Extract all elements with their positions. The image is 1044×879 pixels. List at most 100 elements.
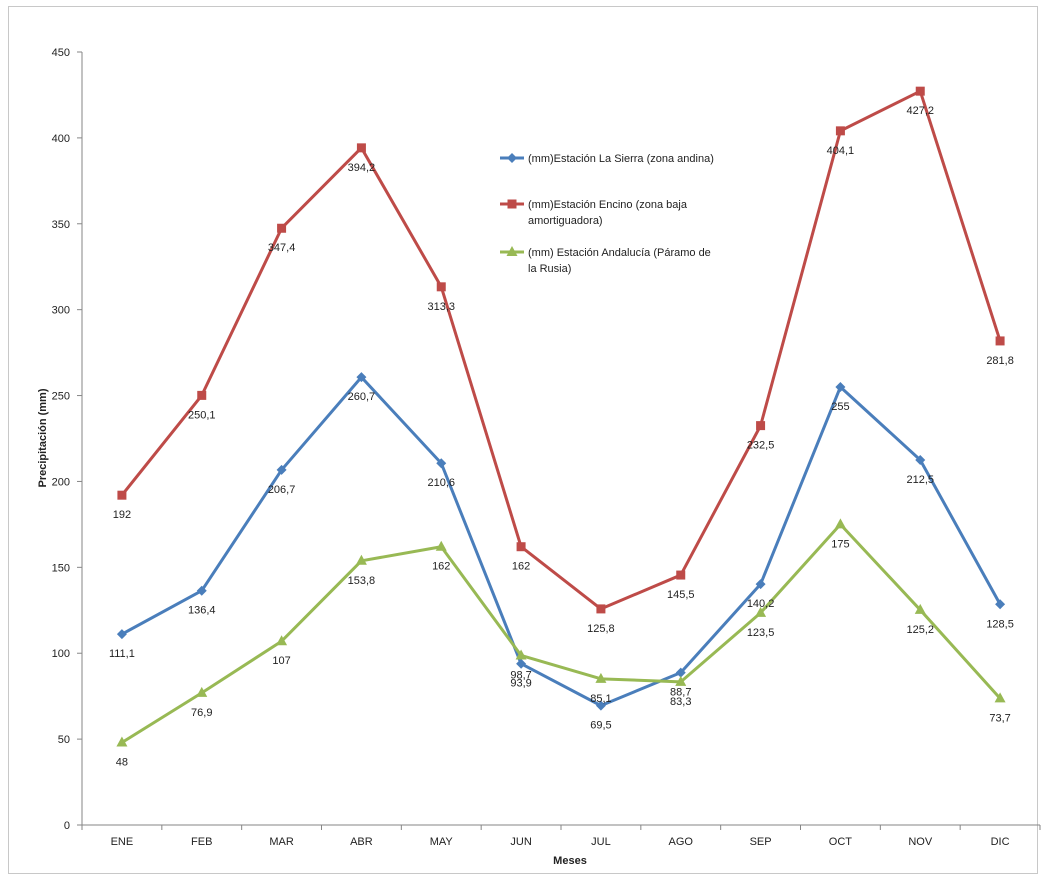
data-point-encino bbox=[117, 490, 127, 500]
legend: (mm)Estación La Sierra (zona andina) (mm)… bbox=[500, 153, 714, 275]
data-label-andalucia: 153,8 bbox=[348, 575, 376, 587]
x-tick-label: ENE bbox=[111, 836, 134, 848]
data-label-encino: 313,3 bbox=[427, 301, 455, 313]
data-label-la-sierra: 255 bbox=[831, 401, 849, 413]
data-label-andalucia: 125,2 bbox=[906, 624, 934, 636]
chart-axes: 0 50 100 150 200 250 300 350 400 450 ENE FEB MAR ABR M… bbox=[52, 47, 1041, 848]
data-label-encino: 404,1 bbox=[827, 145, 855, 157]
legend-item-encino: (mm)Estación Encino (zona baja amortiguad… bbox=[500, 199, 688, 227]
data-label-encino: 125,8 bbox=[587, 623, 615, 635]
data-label-andalucia: 98,7 bbox=[510, 669, 531, 681]
y-tick-label: 50 bbox=[58, 734, 70, 746]
data-label-andalucia: 76,9 bbox=[191, 707, 212, 719]
series-la-sierra bbox=[116, 372, 1006, 711]
data-label-andalucia: 73,7 bbox=[989, 712, 1010, 724]
legend-marker-andalucia bbox=[506, 246, 518, 256]
series-encino bbox=[117, 86, 1005, 614]
data-point-la-sierra bbox=[196, 585, 207, 596]
data-label-andalucia: 48 bbox=[116, 757, 128, 769]
x-tick-label: MAR bbox=[269, 836, 294, 848]
y-tick-label: 150 bbox=[52, 562, 70, 574]
data-label-andalucia: 175 bbox=[831, 538, 849, 550]
data-point-andalucia bbox=[355, 554, 367, 565]
series-andalucia bbox=[116, 518, 1006, 747]
data-labels-layer: 111,1 136,4 206,7 260,7 210,6 93,9 69,5 88,7 140… bbox=[109, 105, 1014, 768]
data-point-encino bbox=[756, 421, 766, 431]
data-label-la-sierra: 93,9 bbox=[510, 678, 531, 690]
data-label-andalucia: 85,1 bbox=[590, 693, 611, 705]
data-label-andalucia: 123,5 bbox=[747, 627, 775, 639]
data-label-la-sierra: 260,7 bbox=[348, 391, 376, 403]
data-point-andalucia bbox=[994, 692, 1006, 703]
y-tick-label: 400 bbox=[52, 133, 70, 145]
x-tick-label: MAY bbox=[430, 836, 454, 848]
data-point-la-sierra bbox=[436, 458, 447, 469]
legend-marker-la-sierra bbox=[507, 153, 517, 163]
data-point-andalucia bbox=[675, 675, 687, 686]
data-point-encino bbox=[277, 223, 287, 233]
data-label-encino: 281,8 bbox=[986, 355, 1014, 367]
data-point-la-sierra bbox=[116, 629, 127, 640]
data-label-la-sierra: 136,4 bbox=[188, 605, 216, 617]
data-label-encino: 250,1 bbox=[188, 409, 216, 421]
data-point-la-sierra bbox=[516, 658, 527, 669]
data-point-encino bbox=[596, 604, 606, 614]
data-label-encino: 347,4 bbox=[268, 242, 296, 254]
data-point-andalucia bbox=[276, 635, 288, 646]
data-point-la-sierra bbox=[835, 381, 846, 392]
data-label-la-sierra: 212,5 bbox=[906, 474, 934, 486]
x-tick-label: AGO bbox=[669, 836, 694, 848]
legend-label-encino: (mm)Estación Encino (zona baja bbox=[528, 199, 688, 211]
series-line-andalucia bbox=[121, 522, 1002, 744]
x-tick-label: FEB bbox=[191, 836, 212, 848]
data-label-la-sierra: 111,1 bbox=[109, 648, 135, 660]
y-tick-label: 350 bbox=[52, 219, 70, 231]
data-label-la-sierra: 69,5 bbox=[590, 720, 611, 732]
y-axis-title: Precipitación (mm) bbox=[37, 388, 49, 487]
data-point-andalucia bbox=[755, 606, 767, 617]
data-point-la-sierra bbox=[675, 667, 686, 678]
data-label-andalucia: 162 bbox=[432, 561, 450, 573]
series-line-encino bbox=[120, 89, 1002, 611]
data-label-encino: 427,2 bbox=[906, 105, 934, 117]
data-point-encino bbox=[356, 143, 366, 153]
y-tick-label: 300 bbox=[52, 305, 70, 317]
legend-item-andalucia: (mm) Estación Andalucía (Páramo de la Rus… bbox=[500, 246, 711, 275]
y-tick-label: 200 bbox=[52, 476, 70, 488]
x-axis-title: Meses bbox=[553, 855, 587, 867]
data-point-la-sierra bbox=[276, 464, 287, 475]
legend-label-andalucia: (mm) Estación Andalucía (Páramo de bbox=[528, 247, 711, 259]
x-tick-label: JUN bbox=[510, 836, 531, 848]
x-tick-label: ABR bbox=[350, 836, 373, 848]
data-label-encino: 192 bbox=[113, 509, 131, 521]
legend-label-andalucia: la Rusia) bbox=[528, 263, 571, 275]
data-point-encino bbox=[995, 336, 1005, 346]
data-point-encino bbox=[915, 86, 925, 96]
data-point-la-sierra bbox=[915, 454, 926, 465]
data-point-encino bbox=[516, 542, 526, 552]
y-tick-label: 250 bbox=[52, 391, 70, 403]
x-tick-label: DIC bbox=[991, 836, 1010, 848]
data-label-la-sierra: 210,6 bbox=[427, 477, 455, 489]
data-point-encino bbox=[676, 570, 686, 580]
data-label-andalucia: 107 bbox=[272, 655, 290, 667]
x-tick-label: SEP bbox=[750, 836, 772, 848]
data-point-la-sierra bbox=[995, 599, 1006, 610]
data-label-la-sierra: 128,5 bbox=[986, 618, 1014, 630]
data-point-la-sierra bbox=[595, 700, 606, 711]
data-point-andalucia bbox=[834, 518, 846, 529]
legend-label-encino: amortiguadora) bbox=[528, 215, 603, 227]
data-point-andalucia bbox=[435, 540, 447, 551]
data-label-la-sierra: 206,7 bbox=[268, 484, 296, 496]
x-tick-label: JUL bbox=[591, 836, 611, 848]
x-tick-label: NOV bbox=[908, 836, 933, 848]
y-tick-label: 450 bbox=[52, 47, 70, 59]
y-tick-label: 0 bbox=[64, 820, 70, 832]
x-tick-label: OCT bbox=[829, 836, 853, 848]
legend-item-la-sierra: (mm)Estación La Sierra (zona andina) bbox=[500, 153, 714, 165]
data-label-encino: 232,5 bbox=[747, 440, 775, 452]
data-point-andalucia bbox=[116, 736, 128, 747]
data-label-encino: 145,5 bbox=[667, 589, 695, 601]
legend-marker-encino bbox=[507, 199, 517, 209]
